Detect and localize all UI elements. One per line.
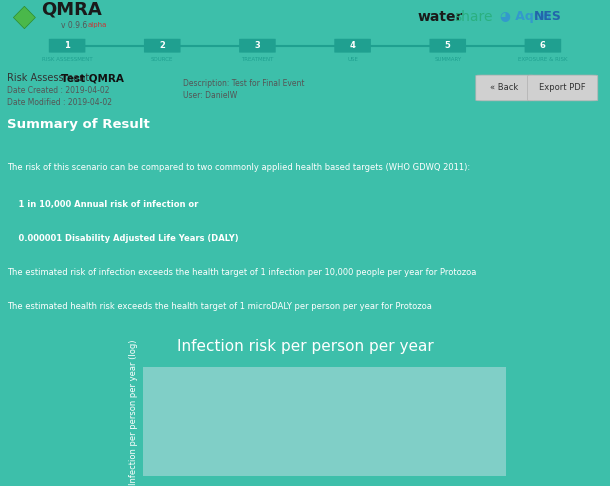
Text: Test QMRA: Test QMRA (61, 73, 124, 83)
Bar (209, 418, 242, 421)
Text: SUMMARY: SUMMARY (434, 57, 461, 62)
Bar (379, 393, 412, 397)
Text: 6: 6 (540, 41, 546, 50)
Text: (Red line is the health based target): (Red line is the health based target) (223, 377, 387, 386)
Text: alpha: alpha (88, 22, 107, 28)
Text: 3: 3 (254, 41, 260, 50)
Text: Description: Test for Final Event: Description: Test for Final Event (183, 79, 304, 87)
FancyBboxPatch shape (144, 39, 181, 52)
Text: The estimated risk of infection exceeds the health target of 1 infection per 10,: The estimated risk of infection exceeds … (7, 268, 476, 277)
Bar (294, 430, 326, 438)
Text: RISK ASSESSMENT: RISK ASSESSMENT (42, 57, 92, 62)
Text: 0.000001 Disability Adjusted Life Years (DALY): 0.000001 Disability Adjusted Life Years … (7, 234, 239, 243)
Text: Export PDF: Export PDF (539, 83, 586, 92)
Text: 5: 5 (445, 41, 451, 50)
Polygon shape (13, 6, 35, 29)
Text: 2: 2 (159, 41, 165, 50)
FancyBboxPatch shape (334, 39, 371, 52)
Text: USE: USE (347, 57, 358, 62)
Text: v 0.9.6: v 0.9.6 (61, 21, 87, 30)
Text: TREATMENT: TREATMENT (241, 57, 274, 62)
Text: The risk of this scenario can be compared to two commonly applied health based t: The risk of this scenario can be compare… (7, 163, 470, 172)
Text: « Back: « Back (490, 83, 518, 92)
Text: NES: NES (534, 10, 562, 23)
Text: EXPOSURE & RISK: EXPOSURE & RISK (518, 57, 568, 62)
Text: The estimated health risk exceeds the health target of 1 microDALY per person pe: The estimated health risk exceeds the he… (7, 302, 432, 311)
Text: Risk Assessment:: Risk Assessment: (7, 73, 93, 83)
Text: QMRA: QMRA (41, 1, 102, 19)
Text: 4: 4 (350, 41, 356, 50)
Text: share: share (454, 10, 493, 24)
Text: ◕ Aquo: ◕ Aquo (500, 10, 551, 23)
Text: Summary of Result: Summary of Result (7, 118, 150, 131)
Text: Date Created : 2019-04-02: Date Created : 2019-04-02 (7, 86, 110, 95)
FancyBboxPatch shape (476, 75, 534, 101)
Text: Date Modified : 2019-04-02: Date Modified : 2019-04-02 (7, 98, 112, 106)
Text: water: water (418, 10, 463, 24)
Text: SOURCE: SOURCE (151, 57, 173, 62)
FancyBboxPatch shape (525, 39, 561, 52)
Text: 1 in 10,000 Annual risk of infection or: 1 in 10,000 Annual risk of infection or (7, 201, 199, 209)
Text: Infection risk per person per year: Infection risk per person per year (177, 340, 433, 354)
Text: 1: 1 (64, 41, 70, 50)
FancyBboxPatch shape (239, 39, 276, 52)
Text: User: DanielW: User: DanielW (183, 91, 237, 100)
FancyBboxPatch shape (49, 39, 85, 52)
FancyBboxPatch shape (528, 75, 598, 101)
FancyBboxPatch shape (429, 39, 466, 52)
Y-axis label: Infection per person per year (log): Infection per person per year (log) (129, 339, 138, 485)
Legend: Bacteria, Virus, Protozoa: Bacteria, Virus, Protozoa (386, 378, 443, 419)
